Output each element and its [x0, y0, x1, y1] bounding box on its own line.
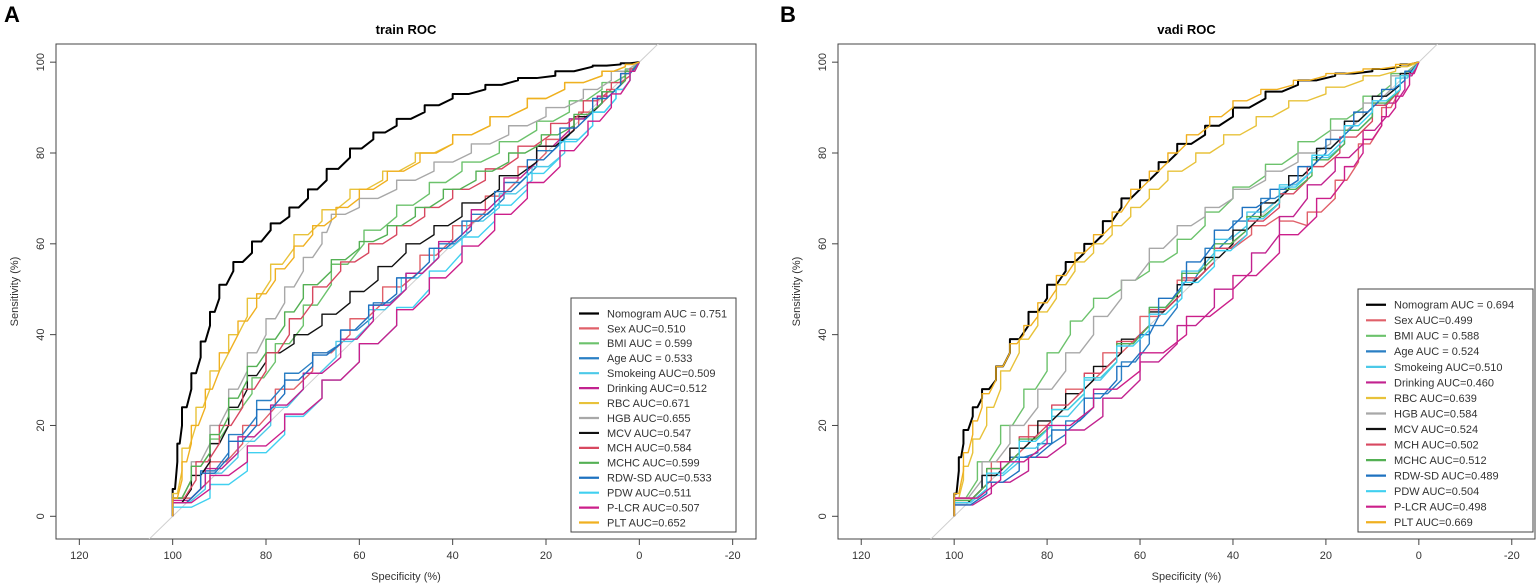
panel-b-legend-label-6: RBC AUC=0.639: [1394, 393, 1477, 405]
panel-b-legend-label-7: HGB AUC=0.584: [1394, 408, 1477, 420]
panel-b-letter: B: [780, 2, 796, 27]
panel-a-legend-label-13: P-LCR AUC=0.507: [607, 502, 700, 514]
panel-b-legend: [1357, 288, 1534, 533]
panel-a-x-tick-label: 60: [353, 550, 365, 562]
panel-b-series-line-7: [953, 61, 1420, 517]
panel-b-series-line-9: [953, 61, 1420, 517]
panel-b-series-line-14: [953, 61, 1419, 517]
panel-a-x-tick-label: 80: [260, 550, 272, 562]
panel-b-legend-label-10: MCHC AUC=0.512: [1394, 455, 1487, 467]
panel-a-y-tick-label: 0: [35, 513, 47, 519]
panel-b-series-line-6: [953, 61, 1420, 517]
panel-b-title: vadi ROC: [1157, 22, 1216, 37]
panel-b-series-line-5: [953, 61, 1420, 517]
panel-a-x-tick-label: -20: [725, 550, 741, 562]
panel-a-x-tick-label: 120: [70, 550, 88, 562]
panel-b-legend-label-8: MCV AUC=0.524: [1394, 424, 1478, 436]
panel-a-title: train ROC: [376, 22, 437, 37]
panel-b-x-axis-label: Specificity (%): [1152, 571, 1222, 583]
panel-a-legend-label-2: BMI AUC = 0.599: [607, 338, 692, 350]
panel-a-series-line-0: [171, 61, 640, 517]
panel-b-legend-label-14: PLT AUC=0.669: [1394, 517, 1473, 529]
panel-b-legend-label-2: BMI AUC = 0.588: [1394, 331, 1479, 343]
panel-a-legend-label-6: RBC AUC=0.671: [607, 398, 690, 410]
panel-b-series-line-2: [953, 61, 1420, 517]
panel-a-y-tick-label: 80: [35, 147, 47, 159]
panel-a-series-line-14: [171, 61, 640, 517]
panel-b-x-tick-label: 100: [945, 550, 963, 562]
panel-b-plot-frame: [837, 43, 1536, 540]
panel-a-series-line-10: [171, 61, 640, 517]
panel-a-series-line-11: [171, 61, 640, 517]
panel-a-y-tick-label: 100: [35, 53, 47, 71]
panel-a-series-line-1: [171, 61, 640, 517]
panel-a-series-line-2: [171, 61, 640, 517]
panel-b-legend-label-5: Drinking AUC=0.460: [1394, 377, 1494, 389]
panel-b-y-tick-label: 0: [817, 513, 829, 519]
panel-a-legend-label-11: RDW-SD AUC=0.533: [607, 473, 712, 485]
panel-b-series-line-10: [953, 61, 1420, 517]
panel-b-legend-label-12: PDW AUC=0.504: [1394, 486, 1479, 498]
panel-b-legend-label-3: Age AUC = 0.524: [1394, 346, 1479, 358]
panel-b-x-tick-label: 80: [1041, 550, 1053, 562]
panel-b-x-tick-label: 60: [1134, 550, 1146, 562]
panel-a-series-line-12: [171, 61, 640, 517]
panel-a-legend-label-10: MCHC AUC=0.599: [607, 458, 700, 470]
panel-b-y-tick-label: 60: [817, 238, 829, 250]
panel-a-x-tick-label: 0: [636, 550, 642, 562]
panel-a-x-axis-label: Specificity (%): [371, 571, 441, 583]
panel-a-plot-frame: [55, 43, 757, 540]
panel-b-series-line-12: [953, 61, 1420, 517]
panel-a-legend-label-0: Nomogram AUC = 0.751: [607, 308, 727, 320]
panel-a-legend-label-14: PLT AUC=0.652: [607, 517, 686, 529]
panel-b-legend-label-1: Sex AUC=0.499: [1394, 315, 1473, 327]
panel-b-legend-label-4: Smokeing AUC=0.510: [1394, 362, 1503, 374]
panel-b-x-tick-label: -20: [1504, 550, 1520, 562]
panel-a-legend-label-12: PDW AUC=0.511: [607, 488, 691, 500]
panel-a-letter: A: [4, 2, 20, 27]
panel-a-legend-label-7: HGB AUC=0.655: [607, 413, 690, 425]
panel-b-legend-label-0: Nomogram AUC = 0.694: [1394, 300, 1514, 312]
panel-b-series-line-13: [953, 61, 1420, 517]
panel-b-legend-label-9: MCH AUC=0.502: [1394, 439, 1479, 451]
panel-a-y-axis-label: Sensitivity (%): [9, 257, 21, 327]
panel-b-y-tick-label: 40: [817, 329, 829, 341]
panel-a-x-tick-label: 40: [447, 550, 459, 562]
panel-a-legend-label-8: MCV AUC=0.547: [607, 428, 691, 440]
panel-b-series-line-11: [953, 61, 1420, 517]
panel-a-y-tick-label: 40: [35, 329, 47, 341]
panel-b-y-tick-label: 20: [817, 419, 829, 431]
panel-b-y-tick-label: 100: [817, 53, 829, 71]
panel-b-y-tick-label: 80: [817, 147, 829, 159]
panel-b-x-tick-label: 40: [1227, 550, 1239, 562]
panel-b-legend-label-13: P-LCR AUC=0.498: [1394, 502, 1487, 514]
panel-a-legend-label-9: MCH AUC=0.584: [607, 443, 692, 455]
panel-a-y-tick-label: 60: [35, 238, 47, 250]
panel-a-series-line-9: [171, 61, 640, 517]
panel-a-legend-label-5: Drinking AUC=0.512: [607, 383, 707, 395]
panel-a-legend-label-1: Sex AUC=0.510: [607, 323, 686, 335]
panel-b-y-axis-label: Sensitivity (%): [791, 257, 803, 327]
panel-b-x-tick-label: 20: [1320, 550, 1332, 562]
panel-b-x-tick-label: 0: [1416, 550, 1422, 562]
panel-a-x-tick-label: 20: [540, 550, 552, 562]
panel-b-legend-label-11: RDW-SD AUC=0.489: [1394, 470, 1499, 482]
panel-a-legend-label-3: Age AUC = 0.533: [607, 353, 692, 365]
panel-b-x-tick-label: 120: [852, 550, 870, 562]
panel-a-y-tick-label: 20: [35, 419, 47, 431]
panel-b-series-line-0: [953, 61, 1420, 517]
panel-a-series-line-13: [171, 61, 640, 517]
panel-a-legend-label-4: Smokeing AUC=0.509: [607, 368, 716, 380]
panel-a-x-tick-label: 100: [163, 550, 181, 562]
